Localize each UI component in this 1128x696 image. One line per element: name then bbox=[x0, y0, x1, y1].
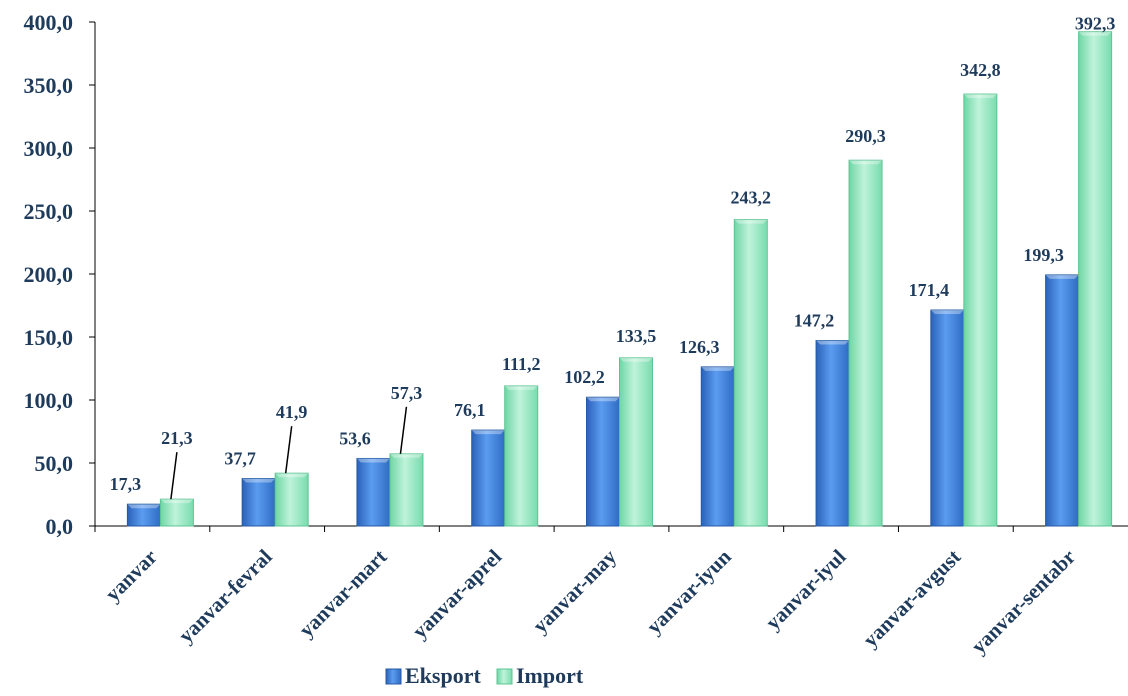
leader-line bbox=[399, 406, 408, 454]
legend-swatch-import bbox=[496, 668, 513, 685]
legend-swatch-eksport bbox=[385, 668, 402, 685]
bar-bevel bbox=[849, 160, 883, 165]
bar-import bbox=[389, 453, 424, 527]
x-tick-label: yanvar-iyun bbox=[642, 544, 736, 638]
bar-bevel bbox=[963, 94, 997, 99]
data-label: 57,3 bbox=[391, 383, 423, 403]
data-label: 171,4 bbox=[909, 280, 950, 300]
bar-bevel bbox=[242, 478, 276, 483]
bar-eksport bbox=[356, 457, 391, 527]
bar-eksport bbox=[586, 396, 620, 527]
x-tick-label: yanvar bbox=[100, 545, 162, 607]
data-label: 342,8 bbox=[960, 60, 1001, 80]
x-tick-label: yanvar-mart bbox=[294, 545, 391, 642]
legend-label-eksport: Eksport bbox=[405, 663, 481, 688]
data-label: 147,2 bbox=[794, 311, 835, 331]
bar-bevel bbox=[816, 340, 850, 345]
x-tick-label: yanvar-may bbox=[528, 544, 621, 637]
bar-import bbox=[159, 498, 194, 527]
data-label: 133,5 bbox=[616, 326, 657, 346]
y-tick-label: 50,0 bbox=[35, 451, 74, 476]
bar-import bbox=[504, 385, 539, 527]
bar-import bbox=[619, 357, 653, 527]
bar-bevel bbox=[389, 453, 423, 458]
data-label: 21,3 bbox=[161, 428, 193, 448]
x-tick-label: yanvar-fevral bbox=[174, 544, 277, 647]
data-label: 126,3 bbox=[679, 337, 720, 357]
bar-bevel bbox=[1045, 274, 1079, 279]
data-label: 199,3 bbox=[1023, 245, 1064, 265]
bar-eksport bbox=[930, 309, 965, 527]
legend: Eksport Import bbox=[385, 663, 584, 688]
bar-bevel bbox=[930, 310, 964, 315]
data-label: 37,7 bbox=[224, 448, 256, 468]
bar-bevel bbox=[734, 219, 768, 224]
bar-bevel bbox=[127, 504, 161, 509]
bar-eksport bbox=[1045, 274, 1080, 527]
bar-bevel bbox=[160, 499, 194, 504]
data-label: 53,6 bbox=[339, 428, 371, 448]
data-label: 111,2 bbox=[502, 354, 541, 374]
y-tick-label: 0,0 bbox=[46, 514, 74, 539]
bar-bevel bbox=[471, 430, 505, 435]
bar-import bbox=[848, 159, 883, 527]
data-label: 41,9 bbox=[276, 402, 308, 422]
bar-eksport bbox=[471, 429, 506, 527]
data-label: 392,3 bbox=[1075, 14, 1116, 34]
y-tick-label: 350,0 bbox=[24, 73, 74, 98]
bar-bevel bbox=[619, 357, 653, 362]
leader-line bbox=[170, 452, 178, 500]
bar-bevel bbox=[1078, 31, 1112, 36]
x-tick-label: yanvar-avgust bbox=[858, 545, 965, 652]
bar-eksport bbox=[700, 366, 735, 527]
legend-label-import: Import bbox=[516, 663, 584, 688]
y-tick-label: 150,0 bbox=[24, 325, 74, 350]
x-tick-label: yanvar-aprel bbox=[408, 544, 507, 643]
data-label: 243,2 bbox=[731, 188, 772, 208]
y-tick-label: 100,0 bbox=[24, 388, 74, 413]
bar-import bbox=[963, 93, 998, 527]
x-tick-label: yanvar-iyul bbox=[761, 544, 851, 634]
y-tick-label: 400,0 bbox=[24, 10, 74, 35]
y-tick-label: 250,0 bbox=[24, 199, 74, 224]
data-label: 17,3 bbox=[110, 474, 142, 494]
data-label: 76,1 bbox=[454, 400, 486, 420]
data-labels: 17,3 21,3 37,7 41,9 53,6 57,3 76,1 111,2 102,2 13… bbox=[110, 14, 1116, 500]
bar-bevel bbox=[275, 473, 309, 478]
bar-bevel bbox=[504, 385, 538, 390]
bar-bevel bbox=[701, 366, 735, 371]
y-tick-label: 300,0 bbox=[24, 136, 74, 161]
leader-line bbox=[284, 426, 293, 474]
y-tick-label: 200,0 bbox=[24, 262, 74, 287]
bar-import bbox=[1078, 31, 1113, 527]
data-label: 290,3 bbox=[845, 126, 886, 146]
x-tick-label: yanvar-sentabr bbox=[966, 545, 1080, 659]
bar-bevel bbox=[356, 458, 390, 463]
bar-import bbox=[733, 219, 768, 527]
bar-import bbox=[274, 472, 309, 527]
data-label: 102,2 bbox=[564, 367, 605, 387]
bar-bevel bbox=[586, 397, 620, 402]
bars bbox=[126, 31, 1113, 527]
bar-eksport bbox=[241, 477, 276, 527]
bar-eksport bbox=[815, 340, 850, 527]
